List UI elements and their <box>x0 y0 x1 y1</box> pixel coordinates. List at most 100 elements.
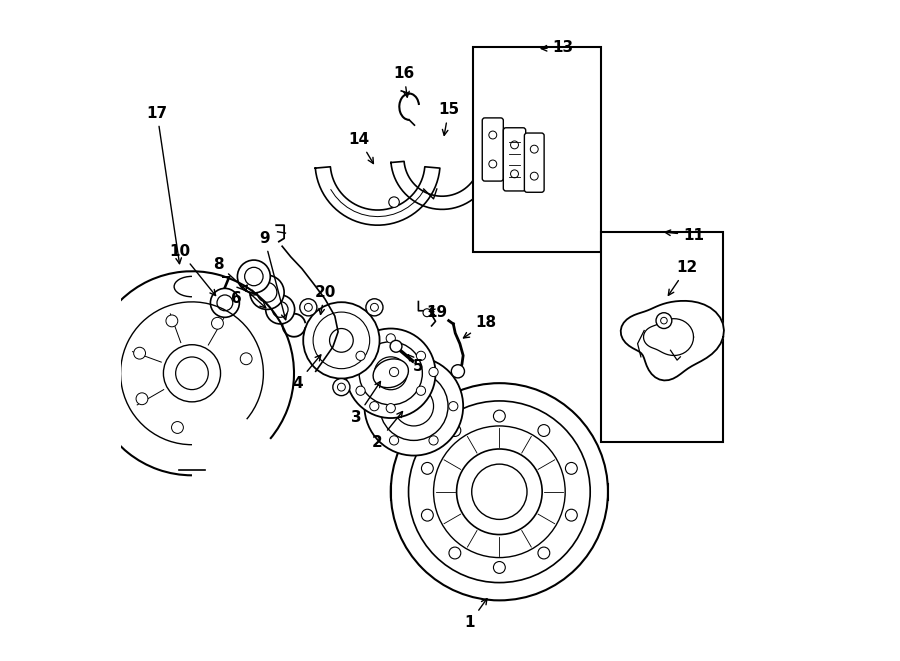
Circle shape <box>217 295 233 311</box>
Circle shape <box>386 404 395 412</box>
Text: 14: 14 <box>348 132 374 163</box>
Polygon shape <box>315 167 440 225</box>
Circle shape <box>172 422 184 434</box>
Circle shape <box>250 275 284 309</box>
Circle shape <box>493 562 505 573</box>
Circle shape <box>313 312 370 369</box>
Circle shape <box>374 357 407 390</box>
Circle shape <box>136 393 148 405</box>
Text: 20: 20 <box>314 285 336 315</box>
Circle shape <box>530 145 538 153</box>
Text: 1: 1 <box>464 599 487 630</box>
Text: 8: 8 <box>213 257 266 308</box>
Circle shape <box>134 347 146 359</box>
Circle shape <box>321 321 361 360</box>
Circle shape <box>329 329 353 352</box>
Circle shape <box>389 197 400 208</box>
Circle shape <box>493 410 505 422</box>
Circle shape <box>429 436 438 445</box>
Circle shape <box>449 547 461 559</box>
Text: 13: 13 <box>541 40 574 55</box>
Circle shape <box>456 449 542 535</box>
Text: 19: 19 <box>427 305 447 319</box>
Circle shape <box>273 301 288 317</box>
Circle shape <box>434 426 565 558</box>
Circle shape <box>489 160 497 168</box>
Circle shape <box>538 547 550 559</box>
Circle shape <box>164 345 220 402</box>
Circle shape <box>304 303 312 311</box>
Circle shape <box>449 402 458 410</box>
Text: 6: 6 <box>230 285 248 307</box>
Circle shape <box>176 357 208 389</box>
Text: 10: 10 <box>169 244 216 295</box>
FancyBboxPatch shape <box>482 118 503 181</box>
Text: 15: 15 <box>438 102 459 136</box>
Circle shape <box>661 317 667 324</box>
Circle shape <box>359 342 422 405</box>
Text: 17: 17 <box>147 106 182 264</box>
Text: 3: 3 <box>351 381 381 425</box>
Circle shape <box>417 351 426 360</box>
Circle shape <box>510 170 518 178</box>
Circle shape <box>356 386 365 395</box>
Circle shape <box>303 302 380 379</box>
Circle shape <box>371 303 378 311</box>
Text: 2: 2 <box>373 412 402 450</box>
Circle shape <box>366 299 383 316</box>
Bar <box>473 48 601 252</box>
Circle shape <box>356 351 365 360</box>
Circle shape <box>390 368 399 377</box>
FancyBboxPatch shape <box>503 128 526 191</box>
Circle shape <box>346 329 436 418</box>
Text: 11: 11 <box>665 227 704 243</box>
Circle shape <box>211 288 239 317</box>
Circle shape <box>338 383 346 391</box>
FancyBboxPatch shape <box>525 133 544 192</box>
Ellipse shape <box>374 359 409 387</box>
Circle shape <box>451 365 464 378</box>
Circle shape <box>391 383 608 600</box>
Text: 9: 9 <box>259 231 287 320</box>
Circle shape <box>421 463 433 475</box>
Circle shape <box>489 131 497 139</box>
Circle shape <box>510 141 518 149</box>
Circle shape <box>390 436 399 445</box>
Circle shape <box>380 372 448 440</box>
Circle shape <box>429 368 438 377</box>
Circle shape <box>421 509 433 521</box>
Circle shape <box>423 309 431 317</box>
Circle shape <box>417 386 426 395</box>
Circle shape <box>390 340 402 352</box>
Circle shape <box>266 295 294 324</box>
Circle shape <box>370 402 379 410</box>
Circle shape <box>212 317 223 329</box>
Circle shape <box>565 463 577 475</box>
Circle shape <box>240 353 252 365</box>
Polygon shape <box>391 161 493 210</box>
Circle shape <box>245 267 263 286</box>
Circle shape <box>565 509 577 521</box>
Polygon shape <box>621 301 724 381</box>
Circle shape <box>538 424 550 436</box>
Circle shape <box>394 387 434 426</box>
Text: 5: 5 <box>408 355 424 374</box>
Circle shape <box>386 334 395 343</box>
Circle shape <box>238 260 270 293</box>
Circle shape <box>333 379 350 396</box>
Circle shape <box>530 173 538 180</box>
Text: 4: 4 <box>292 355 320 391</box>
Text: 12: 12 <box>669 260 698 295</box>
Circle shape <box>656 313 671 329</box>
Circle shape <box>257 282 277 302</box>
Text: 16: 16 <box>393 66 415 97</box>
Circle shape <box>166 315 178 327</box>
Circle shape <box>300 299 317 316</box>
Circle shape <box>472 464 527 520</box>
Text: 18: 18 <box>464 315 497 338</box>
Text: 7: 7 <box>220 276 256 295</box>
Circle shape <box>409 401 590 582</box>
Bar <box>601 232 724 442</box>
Circle shape <box>364 357 464 455</box>
Circle shape <box>449 424 461 436</box>
